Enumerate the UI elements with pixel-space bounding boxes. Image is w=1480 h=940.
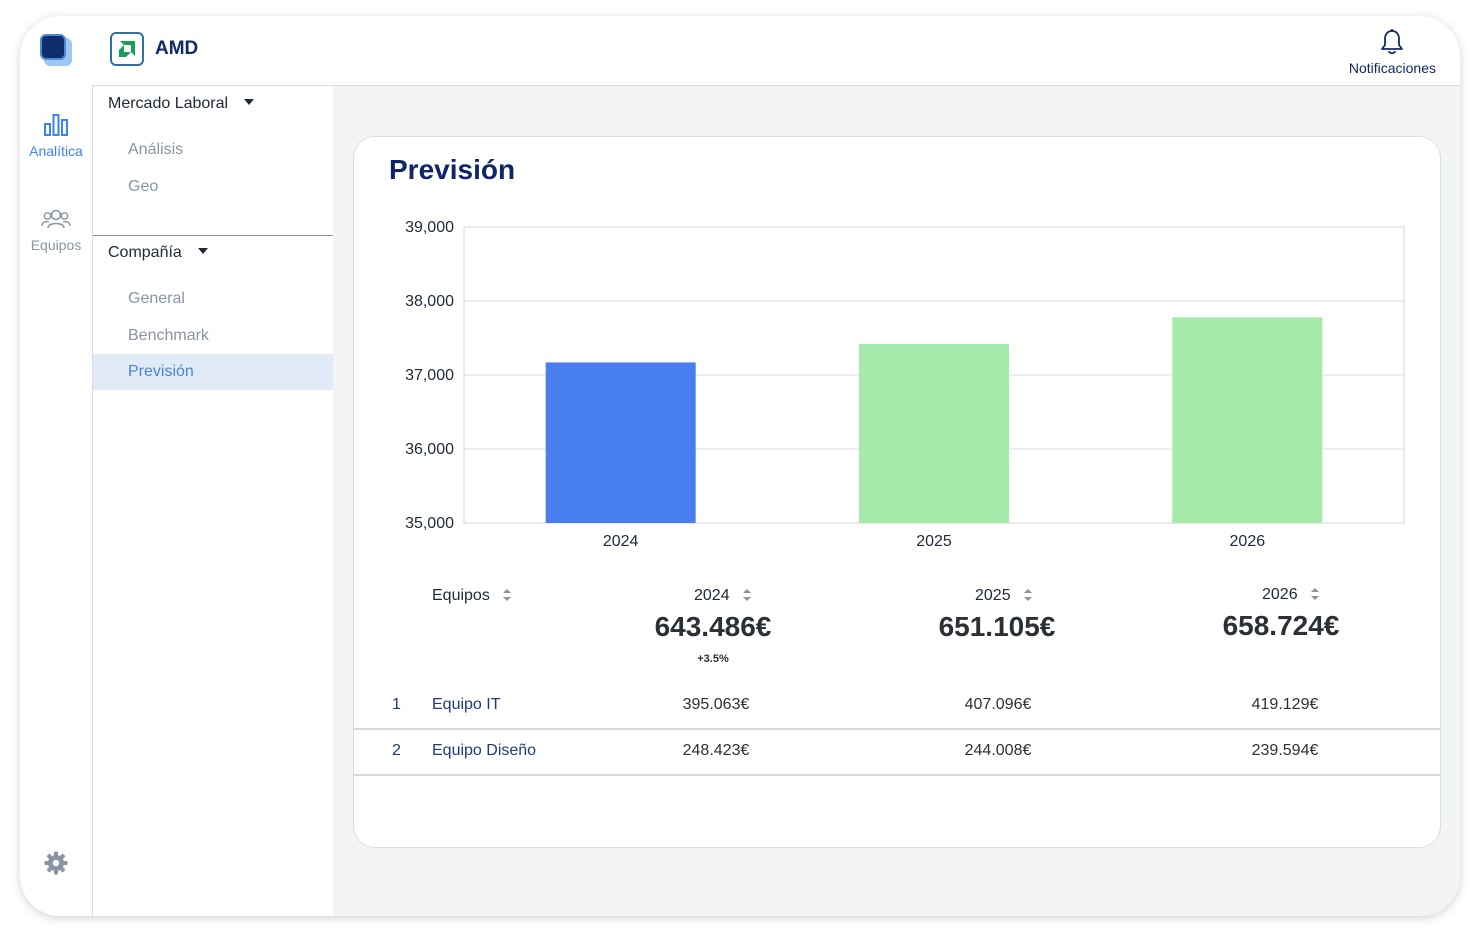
x-tick-label: 2025	[916, 533, 952, 550]
table-row[interactable]: 1 Equipo IT 395.063€ 407.096€ 419.129€	[354, 682, 1440, 730]
top-header: AMD Notificaciones	[92, 16, 1460, 86]
y-tick-label: 35,000	[405, 515, 454, 532]
group-title-label: Mercado Laboral	[108, 95, 229, 112]
header-label: 2025	[975, 587, 1011, 604]
bell-icon	[1381, 29, 1404, 55]
sort-icon	[1024, 588, 1033, 601]
amd-logo-icon[interactable]	[110, 32, 144, 66]
column-header-2024[interactable]: 2024	[694, 587, 752, 605]
y-tick-label: 37,000	[405, 367, 454, 384]
table-row[interactable]: 2 Equipo Diseño 248.423€ 244.008€ 239.59…	[354, 728, 1440, 776]
submenu-panel: Mercado Laboral Análisis Geo Compañía Ge…	[93, 86, 333, 916]
column-header-2025[interactable]: 2025	[975, 587, 1033, 605]
row-index: 1	[392, 696, 401, 713]
notifications-label: Notificaciones	[1348, 60, 1436, 76]
x-tick-label: 2026	[1230, 533, 1266, 550]
submenu-item-benchmark[interactable]: Benchmark	[128, 327, 209, 344]
rail-item-equipos[interactable]: Equipos	[20, 207, 92, 253]
forecast-card: Previsión 39,000 38,000 37,000 36,000 35,000…	[353, 136, 1441, 848]
bar-2025	[859, 343, 1009, 523]
row-value-2026: 419.129€	[1251, 696, 1319, 713]
notifications-button[interactable]: Notificaciones	[1349, 28, 1436, 76]
row-value-2024: 395.063€	[682, 696, 750, 713]
total-2026: 658.724€	[1222, 610, 1340, 641]
rail-item-analitica[interactable]: Analítica	[20, 113, 92, 159]
x-tick-label: 2024	[603, 533, 639, 550]
y-tick-label: 38,000	[405, 293, 454, 310]
row-value-2025: 407.096€	[964, 696, 1032, 713]
total-2024: 643.486€	[654, 611, 772, 642]
sort-icon	[503, 588, 512, 601]
header-label: 2026	[1262, 586, 1298, 603]
row-value-2024: 248.423€	[682, 742, 750, 759]
caret-down-icon	[244, 98, 255, 105]
group-title-label: Compañía	[108, 244, 182, 261]
group-compania[interactable]: Compañía	[108, 244, 208, 262]
row-value-2026: 239.594€	[1251, 742, 1319, 759]
submenu-item-general[interactable]: General	[128, 290, 185, 307]
app-logo[interactable]	[40, 34, 72, 66]
submenu-item-prevision[interactable]: Previsión	[93, 354, 333, 390]
row-value-2025: 244.008€	[964, 742, 1032, 759]
submenu-item-analisis[interactable]: Análisis	[128, 141, 184, 158]
rail-item-label: Analítica	[29, 143, 83, 159]
caret-down-icon	[197, 247, 208, 254]
row-team-name[interactable]: Equipo IT	[432, 696, 501, 713]
divider	[93, 235, 333, 236]
row-team-name[interactable]: Equipo Diseño	[432, 742, 537, 759]
bar-2026	[1172, 317, 1323, 523]
column-header-2026[interactable]: 2026	[1262, 586, 1320, 604]
icon-rail: Analítica Equipos	[20, 16, 93, 916]
delta-2024: +3.5%	[697, 653, 729, 665]
sort-icon	[743, 588, 752, 601]
total-2025: 651.105€	[938, 611, 1056, 642]
brand-name: AMD	[155, 38, 199, 59]
gear-icon[interactable]	[43, 850, 69, 876]
column-header-equipos[interactable]: Equipos	[432, 587, 512, 605]
header-label: Equipos	[432, 587, 490, 604]
sort-icon	[1311, 587, 1320, 600]
forecast-bar-chart: 39,000 38,000 37,000 36,000 35,000 2024 2025 20…	[405, 219, 1405, 550]
y-tick-label: 39,000	[405, 219, 454, 236]
users-icon	[41, 209, 71, 229]
page-title: Previsión	[389, 154, 516, 185]
header-label: 2024	[694, 587, 730, 604]
submenu-item-geo[interactable]: Geo	[128, 178, 159, 195]
app-window: Analítica Equipos	[20, 16, 1460, 916]
rail-item-label: Equipos	[30, 237, 82, 253]
bar-2024	[545, 362, 696, 523]
group-mercado-laboral[interactable]: Mercado Laboral	[108, 95, 255, 113]
y-tick-label: 36,000	[405, 441, 454, 458]
bar-chart-icon	[44, 114, 68, 136]
row-index: 2	[392, 742, 401, 759]
